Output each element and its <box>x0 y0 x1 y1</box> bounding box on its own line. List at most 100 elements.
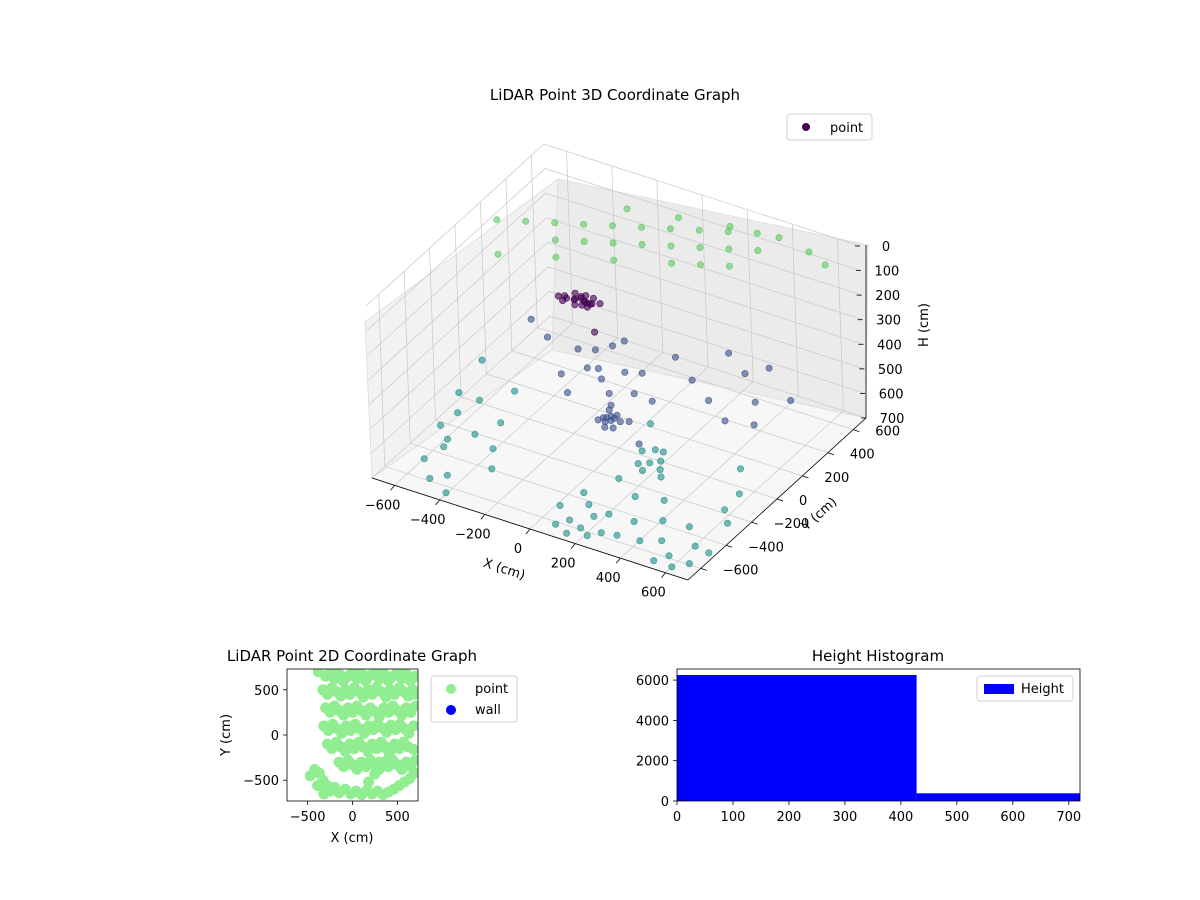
point-3d <box>597 529 605 537</box>
x-tick-label: −600 <box>365 498 401 513</box>
chart-3d-legend: point <box>786 113 873 141</box>
point-3d <box>489 445 497 453</box>
point-3d <box>554 292 562 300</box>
point-3d <box>552 520 560 528</box>
point-3d <box>646 420 654 428</box>
y-tick <box>751 521 758 525</box>
y-tick <box>700 568 707 571</box>
point-3d <box>637 223 645 231</box>
point-3d <box>566 516 574 524</box>
grid-line-z <box>370 291 866 454</box>
chart-3d-zlabel: H (cm) <box>917 303 932 347</box>
point-3d <box>721 506 729 514</box>
histogram-ticks: 0 100 200 300 400 500 600 700 0 2000 4000 6000 <box>636 674 1081 825</box>
x-tick <box>435 499 441 506</box>
point-2d <box>312 780 323 792</box>
point-3d <box>494 250 502 258</box>
point-3d <box>511 387 519 395</box>
point-3d <box>631 492 639 500</box>
x-tick <box>615 557 621 564</box>
x-tick <box>480 514 486 520</box>
y-tick-label: 200 <box>824 471 849 486</box>
point-3d <box>751 398 759 406</box>
point-3d <box>551 236 559 244</box>
point-2d <box>409 670 418 682</box>
point-3d <box>552 253 560 261</box>
y-tick-label: −200 <box>774 517 810 532</box>
point-3d <box>571 301 579 309</box>
point-3d <box>721 417 729 425</box>
point-3d <box>559 296 567 304</box>
point-3d <box>591 346 599 354</box>
point-2d <box>409 754 418 766</box>
point-3d <box>522 217 530 225</box>
point-3d <box>613 531 621 539</box>
point-3d <box>741 370 749 378</box>
point-3d <box>695 226 703 234</box>
point-3d <box>705 549 713 557</box>
point-3d <box>557 370 565 378</box>
point-3d <box>594 416 602 424</box>
grid-line-z <box>369 241 864 405</box>
point-3d <box>750 421 758 429</box>
point-3d <box>671 353 679 361</box>
chart-2d-legend-point-marker <box>446 684 456 694</box>
chart-2d-legend-wall-marker <box>446 705 456 715</box>
grid-line-z <box>368 217 863 380</box>
chart-2d: LiDAR Point 2D Coordinate Graph −500 0 500… <box>219 647 518 846</box>
z-tick-label: 300 <box>876 314 901 329</box>
z-tick-label: 700 <box>880 412 905 427</box>
chart-2d-title: LiDAR Point 2D Coordinate Graph <box>227 647 477 665</box>
point-3d <box>753 229 761 237</box>
point-3d <box>596 300 604 308</box>
x-tick-label: −200 <box>455 527 491 542</box>
point-3d <box>634 460 642 468</box>
y-tick-label: 0 <box>661 795 669 810</box>
point-3d <box>674 214 682 222</box>
point-3d <box>724 228 732 236</box>
grid-line-z <box>370 266 865 430</box>
point-2d <box>318 788 330 800</box>
point-3d <box>620 337 628 345</box>
y-tick <box>802 475 809 479</box>
histogram-title: Height Histogram <box>812 647 944 665</box>
point-3d <box>736 465 744 473</box>
point-3d <box>571 289 579 297</box>
point-3d <box>426 474 434 482</box>
point-3d <box>638 447 646 455</box>
point-3d <box>493 216 501 224</box>
point-3d <box>590 512 598 520</box>
x-tick-label: 0 <box>673 810 681 825</box>
x-tick <box>661 572 666 578</box>
point-3d <box>659 517 667 525</box>
y-tick <box>853 429 860 432</box>
point-3d <box>591 328 599 336</box>
point-3d <box>630 390 638 398</box>
point-3d <box>685 560 693 568</box>
point-3d <box>443 471 451 479</box>
histogram-legend-swatch <box>984 684 1014 694</box>
x-tick-label: 600 <box>641 586 666 601</box>
point-3d <box>609 239 617 247</box>
point-2d <box>409 688 418 700</box>
point-3d <box>455 389 463 397</box>
grid-line-z <box>367 192 862 356</box>
x-tick-label: 0 <box>348 810 356 825</box>
point-3d <box>597 375 605 383</box>
point-3d <box>638 466 646 474</box>
point-3d <box>440 443 448 451</box>
point-3d <box>668 259 676 267</box>
chart-3d-legend-label: point <box>830 121 863 136</box>
point-3d <box>580 489 588 497</box>
x-tick-label: 300 <box>833 810 858 825</box>
x-tick-label: 600 <box>1000 810 1025 825</box>
point-3d <box>651 446 659 454</box>
x-tick-label: 500 <box>385 810 410 825</box>
y-tick-label: −500 <box>243 774 279 789</box>
chart-3d-xlabel: X (cm) <box>481 556 527 584</box>
point-3d <box>657 457 665 465</box>
histogram-bars <box>677 675 1080 801</box>
x-tick <box>390 485 395 491</box>
point-3d <box>685 523 693 531</box>
point-3d <box>605 510 613 518</box>
